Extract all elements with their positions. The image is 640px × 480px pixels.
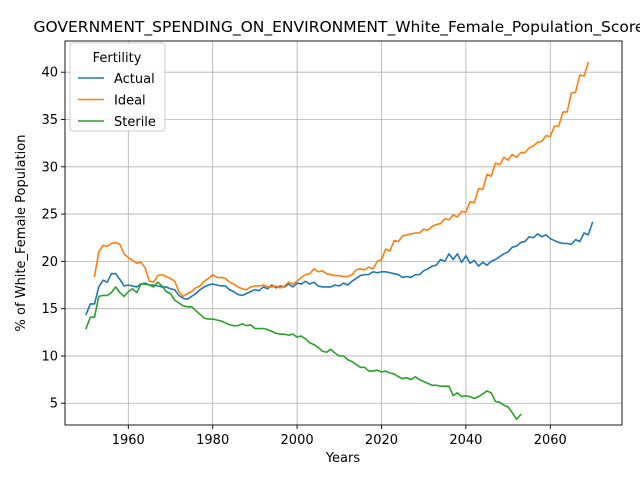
x-tick-label-5: 2060 xyxy=(534,433,567,448)
x-axis-ticks: 1960 1980 2000 2020 2040 2060 xyxy=(112,425,567,448)
legend: Fertility Actual Ideal Sterile xyxy=(69,42,166,132)
y-axis-label: % of White_Female Population xyxy=(14,135,29,332)
y-tick-label-4: 25 xyxy=(41,208,58,223)
legend-title: Fertility xyxy=(93,51,142,66)
x-tick-label-3: 2020 xyxy=(365,433,398,448)
y-axis-ticks: 5 10 15 20 25 30 35 40 xyxy=(41,66,65,412)
series-line-sterile xyxy=(85,281,522,421)
y-tick-label-5: 30 xyxy=(41,160,58,175)
y-tick-label-0: 5 xyxy=(50,397,58,412)
legend-box xyxy=(69,42,166,132)
series-line-actual xyxy=(85,221,594,316)
chart-title: GOVERNMENT_SPENDING_ON_ENVIRONMENT_White… xyxy=(33,18,640,37)
x-tick-label-1: 1980 xyxy=(196,433,229,448)
series-lines xyxy=(85,61,594,421)
y-tick-label-7: 40 xyxy=(41,66,58,81)
y-tick-label-1: 10 xyxy=(41,349,58,364)
x-axis-label: Years xyxy=(325,451,361,466)
y-tick-label-3: 20 xyxy=(41,255,58,270)
y-tick-label-2: 15 xyxy=(41,302,58,317)
series-line-ideal xyxy=(93,61,590,298)
legend-label-actual: Actual xyxy=(114,72,155,87)
plot-frame xyxy=(64,40,623,426)
x-tick-label-2: 2000 xyxy=(281,433,314,448)
y-tick-label-6: 35 xyxy=(41,113,58,128)
x-tick-label-4: 2040 xyxy=(449,433,482,448)
legend-entries: Actual Ideal Sterile xyxy=(78,72,156,130)
x-tick-label-0: 1960 xyxy=(112,433,145,448)
legend-label-sterile: Sterile xyxy=(114,115,156,130)
legend-label-ideal: Ideal xyxy=(114,94,146,109)
